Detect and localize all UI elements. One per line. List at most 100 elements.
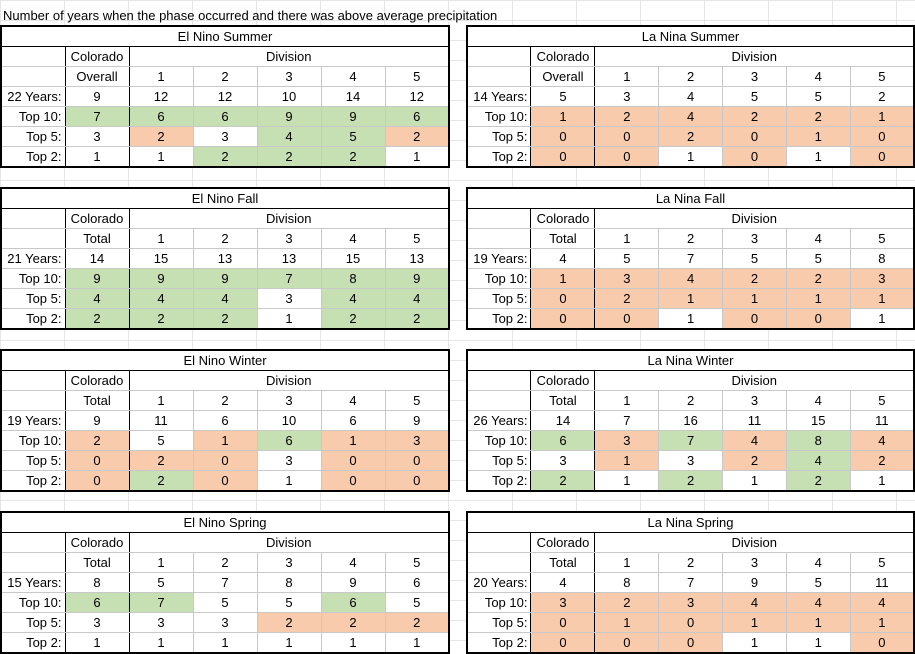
division-value-cell: 0 [320, 450, 386, 471]
division-value-cell: 0 [320, 470, 386, 492]
division-value-cell: 1 [658, 146, 724, 168]
division-value-cell: 8 [594, 572, 660, 593]
division-value-cell: 5 [320, 126, 386, 147]
division-value-cell: 1 [594, 470, 660, 492]
colorado-value-cell: 1 [64, 146, 130, 168]
colorado-header: Colorado [530, 370, 596, 391]
table-row: 14 Years: 5 3 4 5 5 2 [466, 86, 915, 107]
table-title: El Nino Winter [0, 349, 450, 371]
division-value-cell: 7 [594, 410, 660, 431]
division-value-cell: 8 [785, 430, 851, 451]
colorado-value-cell: 0 [530, 146, 596, 168]
row-label: Top 5: [466, 288, 532, 309]
table-row: Top 2: 1 1 2 2 2 1 [0, 146, 450, 168]
overall-header: Total [64, 390, 130, 411]
division-number: 4 [785, 390, 851, 411]
division-value-cell: 2 [594, 592, 660, 613]
table-title-row: La Nina Spring [466, 511, 915, 533]
row-label: Top 5: [0, 450, 66, 471]
table-title-row: La Nina Fall [466, 187, 915, 209]
division-value-cell: 1 [849, 288, 915, 309]
division-value-cell: 5 [785, 572, 851, 593]
division-value-cell: 13 [256, 248, 322, 269]
division-number: 2 [192, 228, 258, 249]
colorado-value-cell: 14 [530, 410, 596, 431]
division-value-cell: 0 [849, 126, 915, 147]
division-number: 3 [722, 66, 787, 87]
table-title: La Nina Fall [466, 187, 915, 209]
division-number: 1 [128, 390, 194, 411]
division-value-cell: 3 [256, 288, 322, 309]
division-number: 5 [384, 66, 450, 87]
division-value-cell: 8 [849, 248, 915, 269]
division-number: 5 [384, 228, 450, 249]
row-label: Top 2: [466, 308, 532, 330]
table-title: La Nina Spring [466, 511, 915, 533]
colorado-value-cell: 4 [530, 248, 596, 269]
table-title-row: La Nina Winter [466, 349, 915, 371]
division-value-cell: 6 [128, 106, 194, 127]
colorado-value-cell: 2 [530, 470, 596, 492]
division-value-cell: 3 [594, 86, 660, 107]
subheader-row: Overall 1 2 3 4 5 [0, 66, 450, 87]
colorado-value-cell: 0 [64, 470, 130, 492]
division-value-cell: 0 [384, 450, 450, 471]
division-value-cell: 3 [594, 268, 660, 289]
colorado-value-cell: 0 [530, 308, 596, 330]
row-label: Top 5: [0, 612, 66, 633]
table-row: Top 10: 2 5 1 6 1 3 [0, 430, 450, 451]
division-number: 4 [785, 66, 851, 87]
colorado-value-cell: 3 [64, 612, 130, 633]
table-title-row: El Nino Winter [0, 349, 450, 371]
corner-cell [466, 66, 532, 87]
division-value-cell: 0 [192, 450, 258, 471]
division-value-cell: 2 [785, 470, 851, 492]
colorado-value-cell: 9 [64, 86, 130, 107]
division-value-cell: 2 [722, 450, 787, 471]
row-label: 19 Years: [0, 410, 66, 431]
division-value-cell: 2 [722, 268, 787, 289]
header-row: Colorado Division [466, 370, 915, 391]
colorado-value-cell: 0 [64, 450, 130, 471]
division-value-cell: 1 [785, 126, 851, 147]
division-value-cell: 7 [256, 268, 322, 289]
colorado-value-cell: 1 [64, 632, 130, 654]
row-label: Top 2: [0, 308, 66, 330]
data-table: La Nina Summer Colorado Division Overall 1 2 3… [466, 25, 915, 168]
division-number: 5 [849, 228, 915, 249]
division-value-cell: 0 [594, 308, 660, 330]
row-label: Top 2: [466, 632, 532, 654]
division-number: 1 [594, 552, 660, 573]
division-value-cell: 2 [785, 268, 851, 289]
division-value-cell: 6 [384, 572, 450, 593]
division-value-cell: 6 [256, 430, 322, 451]
division-value-cell: 2 [658, 126, 724, 147]
division-value-cell: 0 [722, 126, 787, 147]
division-value-cell: 1 [384, 146, 450, 168]
division-value-cell: 11 [128, 410, 194, 431]
division-value-cell: 1 [320, 632, 386, 654]
division-value-cell: 4 [785, 592, 851, 613]
table-la-nina-winter: La Nina Winter Colorado Division Total 1 2 3 4 5… [466, 349, 915, 492]
division-value-cell: 1 [256, 632, 322, 654]
table-el-nino-summer: El Nino Summer Colorado Division Overall 1 2 3… [0, 25, 450, 168]
row-label: Top 2: [0, 470, 66, 492]
colorado-value-cell: 3 [530, 592, 596, 613]
division-value-cell: 15 [320, 248, 386, 269]
division-number: 2 [658, 552, 724, 573]
header-row: Colorado Division [0, 46, 450, 67]
division-value-cell: 2 [192, 308, 258, 330]
division-number: 4 [320, 552, 386, 573]
table-title: La Nina Winter [466, 349, 915, 371]
division-value-cell: 4 [722, 592, 787, 613]
division-value-cell: 1 [722, 632, 787, 654]
division-value-cell: 16 [658, 410, 724, 431]
row-label: Top 2: [466, 470, 532, 492]
row-label: 15 Years: [0, 572, 66, 593]
division-value-cell: 1 [722, 470, 787, 492]
colorado-value-cell: 1 [530, 268, 596, 289]
table-row: Top 10: 3 2 3 4 4 4 [466, 592, 915, 613]
table-row: Top 5: 3 3 3 2 2 2 [0, 612, 450, 633]
division-value-cell: 9 [192, 268, 258, 289]
colorado-value-cell: 6 [530, 430, 596, 451]
